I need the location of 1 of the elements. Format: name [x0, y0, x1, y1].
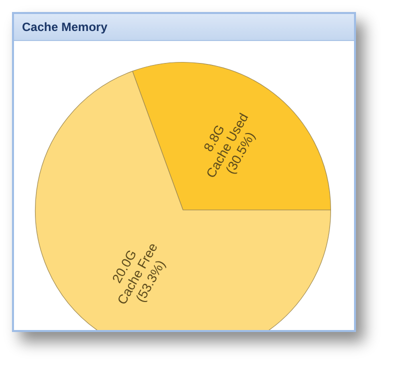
chart-title: Cache Memory — [22, 20, 108, 34]
